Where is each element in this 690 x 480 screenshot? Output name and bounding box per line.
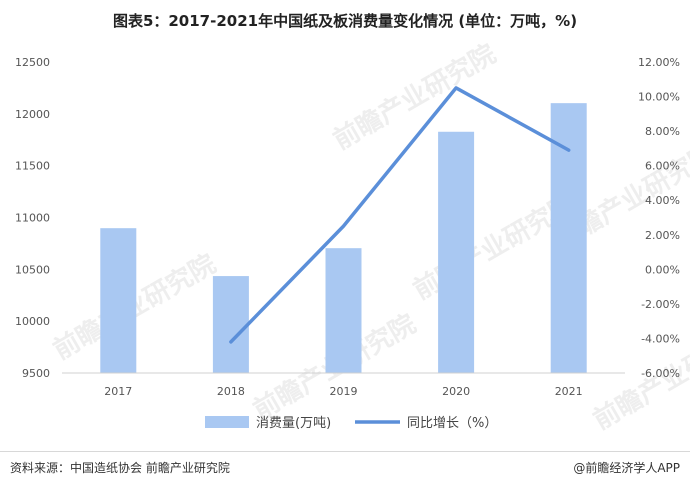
right-axis-tick-label: -6.00%	[641, 367, 680, 380]
brand-credit: @前瞻经济学人APP	[573, 461, 680, 475]
chart-title: 图表5：2017-2021年中国纸及板消费量变化情况 (单位：万吨，%)	[112, 12, 578, 30]
right-axis-tick-label: 12.00%	[638, 56, 680, 69]
consumption-bar	[325, 248, 362, 373]
source-note: 资料来源：中国造纸协会 前瞻产业研究院	[10, 461, 230, 475]
combo-chart: 前瞻产业研究院前瞻产业研究院前瞻产业研究院前瞻产业研究院前瞻产业研究院前瞻产业研…	[15, 38, 690, 436]
right-axis-tick-label: -2.00%	[641, 298, 680, 311]
right-axis-ticks: -6.00% -4.00% -2.00% 0.00% 2.00% 4.00% 6.00% 8.…	[638, 56, 680, 380]
x-axis-tick-label: 2018	[217, 385, 245, 398]
right-axis-tick-label: 6.00%	[645, 160, 680, 173]
right-axis-tick-label: 10.00%	[638, 91, 680, 104]
legend-bar-swatch	[205, 416, 249, 428]
left-axis-tick-label: 12000	[15, 108, 50, 121]
right-axis-tick-label: 8.00%	[645, 125, 680, 138]
x-axis-ticks: 2017 2018 2019 2020 2021	[104, 385, 582, 398]
consumption-bar	[212, 276, 249, 373]
left-axis-tick-label: 11500	[15, 160, 50, 173]
x-axis-tick-label: 2020	[442, 385, 470, 398]
left-axis-tick-label: 9500	[22, 367, 50, 380]
left-axis-tick-label: 10000	[15, 315, 50, 328]
bar-series	[100, 103, 587, 373]
right-axis-tick-label: 2.00%	[645, 229, 680, 242]
x-axis-tick-label: 2021	[555, 385, 583, 398]
growth-line	[229, 86, 571, 344]
left-axis-tick-label: 11000	[15, 212, 50, 225]
right-axis-tick-label: 0.00%	[645, 263, 680, 276]
consumption-bar	[438, 131, 475, 373]
legend-line-label: 同比增长（%）	[407, 416, 497, 431]
x-axis-tick-label: 2019	[330, 385, 358, 398]
x-axis-tick-label: 2017	[104, 385, 132, 398]
legend-bar-label: 消费量(万吨)	[256, 416, 331, 431]
left-axis-ticks: 9500 10000 10500 11000 11500 12000 12500	[15, 56, 50, 380]
footer: 资料来源：中国造纸协会 前瞻产业研究院 @前瞻经济学人APP	[0, 451, 690, 480]
left-axis-tick-label: 10500	[15, 263, 50, 276]
left-axis-tick-label: 12500	[15, 56, 50, 69]
right-axis-tick-label: 4.00%	[645, 194, 680, 207]
legend: 消费量(万吨) 同比增长（%）	[205, 416, 497, 431]
watermarks: 前瞻产业研究院前瞻产业研究院前瞻产业研究院前瞻产业研究院前瞻产业研究院前瞻产业研…	[48, 38, 690, 436]
right-axis-tick-label: -4.00%	[641, 332, 680, 345]
consumption-bar	[100, 228, 137, 373]
